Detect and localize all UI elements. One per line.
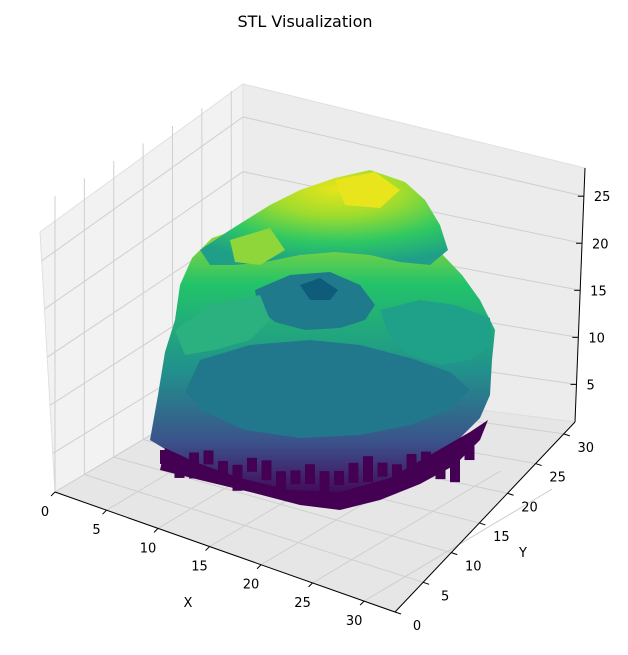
x-tick-label: 0 <box>41 505 49 520</box>
y-tick-label: 10 <box>465 560 482 575</box>
mesh-voxel-tooth <box>232 464 243 491</box>
y-tick-mark <box>563 433 570 437</box>
y-tick-label: 20 <box>521 500 538 515</box>
mesh-voxel-tooth <box>203 450 214 465</box>
x-tick-label: 15 <box>191 560 208 575</box>
x-axis-ticks: 0 5 10 15 20 25 30 <box>41 491 365 629</box>
mesh-top-highlight-peak <box>335 172 400 208</box>
mesh-voxel-tooth <box>261 460 272 481</box>
y-tick-mark <box>535 463 542 467</box>
x-tick-mark <box>308 582 313 588</box>
y-tick-mark <box>422 581 430 585</box>
x-tick-mark <box>102 509 107 515</box>
mesh-voxel-tooth <box>247 457 257 472</box>
x-tick-label: 10 <box>140 541 157 556</box>
mesh-voxel-tooth <box>305 464 315 485</box>
y-tick-mark <box>479 522 486 526</box>
mesh-top-highlight-left <box>230 228 285 265</box>
mesh-voxel-tooth <box>406 453 417 480</box>
mesh-voxel-tooth <box>276 471 286 498</box>
y-tick-label: 30 <box>577 441 594 456</box>
stl-mesh <box>150 170 495 510</box>
z-tick-label: 10 <box>588 331 605 346</box>
mesh-voxel-tooth <box>435 459 446 480</box>
y-axis-label: Y <box>518 546 527 561</box>
mesh-front-left <box>175 295 270 355</box>
axes-lines <box>54 167 586 613</box>
y-floor-grid-line <box>113 456 452 554</box>
x-axis-label: X <box>184 596 193 611</box>
mesh-hole-inner <box>255 272 375 330</box>
y-axis-line <box>394 421 576 613</box>
mesh-voxel-tooth <box>160 450 170 464</box>
x-tick-label: 20 <box>243 578 260 593</box>
x-axis-line <box>54 491 396 613</box>
mesh-voxel-tooth <box>421 451 431 466</box>
y-tick-label: 0 <box>413 619 421 634</box>
mesh-voxel-tooth <box>174 457 185 478</box>
y-tick-mark <box>451 552 458 556</box>
y-tick-mark <box>394 611 402 615</box>
x-grid-line <box>312 470 501 584</box>
chart-title: STL Visualization <box>238 12 373 31</box>
x-tick-label: 25 <box>294 596 311 611</box>
x-tick-mark <box>50 491 56 497</box>
z-axis-ticks: 5 10 15 20 25 <box>570 190 610 393</box>
z-grid-line <box>41 116 585 262</box>
x-tick-label: 5 <box>92 523 100 538</box>
x-tick-mark <box>153 528 159 533</box>
y-axis-ticks: 0 5 10 15 20 25 30 <box>394 433 594 634</box>
mesh-voxel-tooth <box>377 462 388 477</box>
y-tick-label: 25 <box>549 471 566 486</box>
mesh-hole-shadow <box>300 278 338 300</box>
y-tick-mark <box>507 492 514 496</box>
mesh-voxel-tooth <box>363 456 373 483</box>
z-axis-line <box>574 167 586 423</box>
mesh-voxel-tooth <box>319 471 330 498</box>
mesh-mid-band <box>185 340 470 438</box>
x-tick-mark <box>359 600 365 606</box>
z-grid-line <box>44 171 583 310</box>
mesh-front-right <box>380 300 492 365</box>
z-tick-label: 20 <box>592 237 609 252</box>
y-tick-label: 15 <box>493 530 510 545</box>
mesh-voxel-tooth <box>290 470 301 485</box>
z-tick-label: 15 <box>590 284 607 299</box>
mesh-voxel-tooth <box>189 452 199 479</box>
mesh-voxel-tooth <box>218 460 228 481</box>
mesh-voxel-tooth <box>348 462 359 483</box>
z-tick-label: 5 <box>586 378 594 393</box>
mesh-voxel-tooth <box>334 470 344 485</box>
z-tick-label: 25 <box>594 190 611 205</box>
mesh-voxel-tooth <box>464 446 475 461</box>
x-tick-mark <box>256 564 262 570</box>
mesh-voxel-tooth <box>450 456 460 483</box>
y-floor-grid-line <box>84 474 424 583</box>
mesh-voxel-tooth <box>392 464 402 485</box>
x-tick-label: 30 <box>346 614 363 629</box>
x-tick-mark <box>205 546 210 551</box>
y-tick-label: 5 <box>441 589 449 604</box>
